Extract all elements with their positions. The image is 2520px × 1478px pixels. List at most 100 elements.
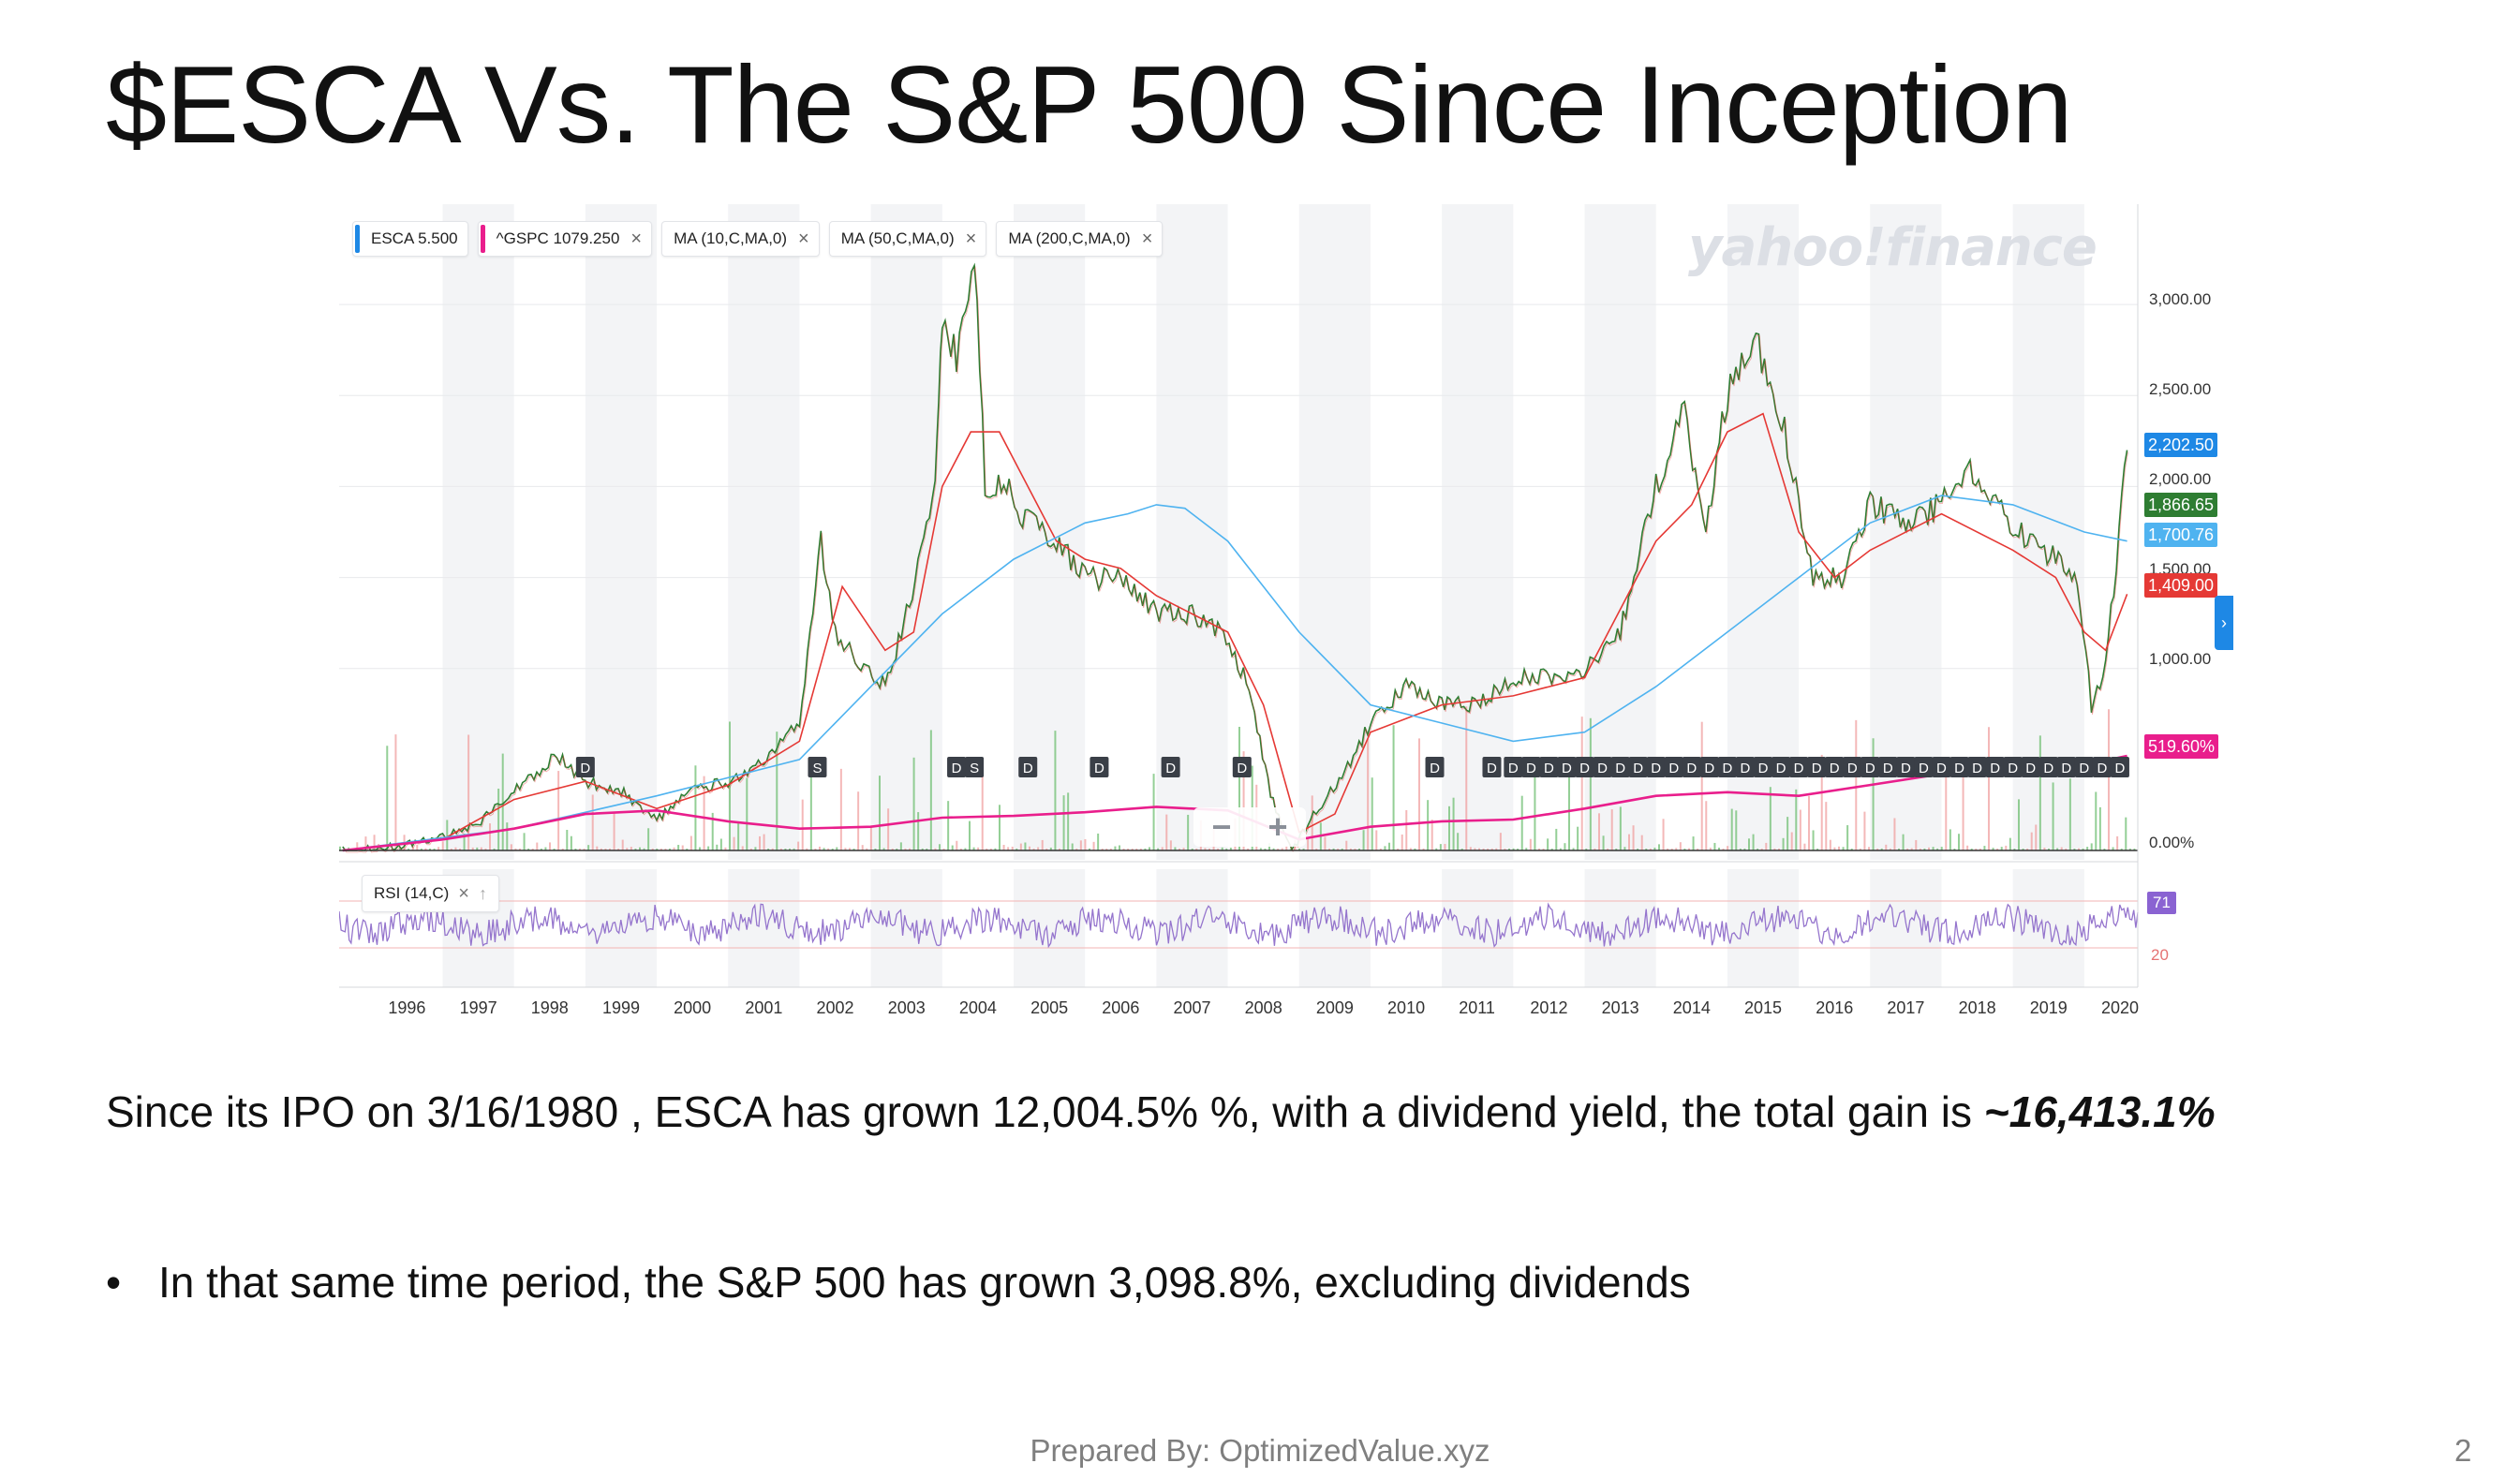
volume-bar [1670,848,1673,850]
x-tick-label: 2011 [1459,998,1495,1017]
volume-bar [2018,799,2020,850]
volume-bar [1127,848,1130,850]
volume-bar [1919,849,1921,850]
event-marker-label: D [1023,761,1033,776]
legend-chip-esca[interactable]: ESCA 5.500 [352,221,468,257]
event-marker-box [1985,757,2005,777]
x-tick-label: 1998 [530,998,569,1017]
volume-bar [1607,848,1609,850]
volume-bar [1487,848,1490,850]
volume-bar [536,842,539,850]
volume-bar [1594,848,1596,850]
y-tick-label: 1,000.00 [2149,650,2212,668]
volume-bar [686,848,689,850]
arrow-up-icon[interactable]: ↑ [478,883,487,903]
zoom-out-button[interactable]: − [1211,807,1232,846]
chevron-right-icon[interactable]: › [2215,596,2233,650]
event-marker: D [1914,757,1934,777]
volume-bar [2035,824,2038,850]
volume-bar [763,834,765,850]
volume-bar [339,846,341,850]
volume-bar [849,848,851,850]
event-marker-box [1735,757,1755,777]
volume-bar [1452,797,1455,850]
event-marker: D [1807,757,1827,777]
volume-bar [989,849,992,850]
volume-bar [501,753,504,850]
event-marker-box [1949,757,1969,777]
close-icon[interactable]: × [1141,228,1153,249]
legend-label: MA (10,C,MA,0) [674,229,788,247]
volume-bar [1859,848,1861,850]
volume-bar [1225,849,1228,850]
volume-bar [1139,848,1142,850]
volume-bar [1795,789,1798,850]
volume-bar [2026,848,2029,850]
volume-bar [694,765,697,850]
x-tick-label: 2018 [1958,998,1996,1017]
event-marker-box [2110,757,2129,777]
close-icon[interactable]: × [798,228,809,249]
volume-bar [1354,848,1356,850]
year-band [870,869,942,987]
volume-bar [1504,849,1506,850]
volume-bar [707,846,710,850]
volume-bar [1718,847,1720,850]
volume-bar [947,801,950,850]
legend-chip-gspc[interactable]: ^GSPC 1079.250 × [477,221,653,257]
close-icon[interactable]: × [458,882,469,904]
event-marker-label: D [1847,761,1858,776]
volume-bar [1876,848,1879,850]
volume-bar [942,848,945,850]
volume-bar [2052,782,2054,850]
volume-bar [1829,839,1831,850]
volume-bar [934,848,937,850]
volume-bar [1713,842,1716,850]
volume-bar [861,845,864,850]
volume-bar [1628,834,1630,850]
event-marker-label: S [812,761,822,776]
volume-bar [463,834,466,850]
volume-bar [630,847,632,850]
event-marker: D [1699,757,1719,777]
volume-bar [390,848,393,850]
volume-bar [1936,848,1939,850]
volume-bar [2103,848,2106,850]
rsi-legend-chip[interactable]: RSI (14,C) × ↑ [362,875,499,912]
volume-bar [917,812,920,850]
volume-bar [664,848,667,850]
volume-bar [1610,809,1613,850]
volume-bar [1169,840,1172,850]
legend-chip-ma50[interactable]: MA (50,C,MA,0) × [828,221,987,257]
event-marker: D [1232,757,1252,777]
event-marker: D [1018,757,1038,777]
volume-bar [2068,778,2071,850]
bullet-dot: • [106,1258,122,1307]
volume-bar [1174,847,1177,850]
zoom-in-button[interactable]: + [1267,807,1288,846]
x-tick-label: 2009 [1315,998,1354,1017]
volume-bar [1264,848,1267,850]
rsi-low-line-label: 20 [2151,946,2169,964]
legend-chip-ma10[interactable]: MA (10,C,MA,0) × [661,221,820,257]
volume-bar [446,820,449,850]
event-marker-box [1717,757,1737,777]
volume-bar [2056,848,2059,850]
volume-bar [1071,843,1074,850]
x-tick-label: 2008 [1244,998,1282,1017]
legend-chip-ma200[interactable]: MA (200,C,MA,0) × [996,221,1164,257]
volume-bar [1765,842,1768,850]
close-icon[interactable]: × [630,228,643,249]
volume-bar [754,847,757,850]
close-icon[interactable]: × [965,228,977,249]
event-marker: D [1860,757,1880,777]
volume-bar [604,849,607,850]
volume-bar [1465,706,1468,850]
volume-bar [561,849,564,850]
event-marker-label: D [1776,761,1786,776]
volume-bar [1114,846,1117,850]
volume-bar [823,848,825,850]
volume-bar [1743,848,1746,850]
